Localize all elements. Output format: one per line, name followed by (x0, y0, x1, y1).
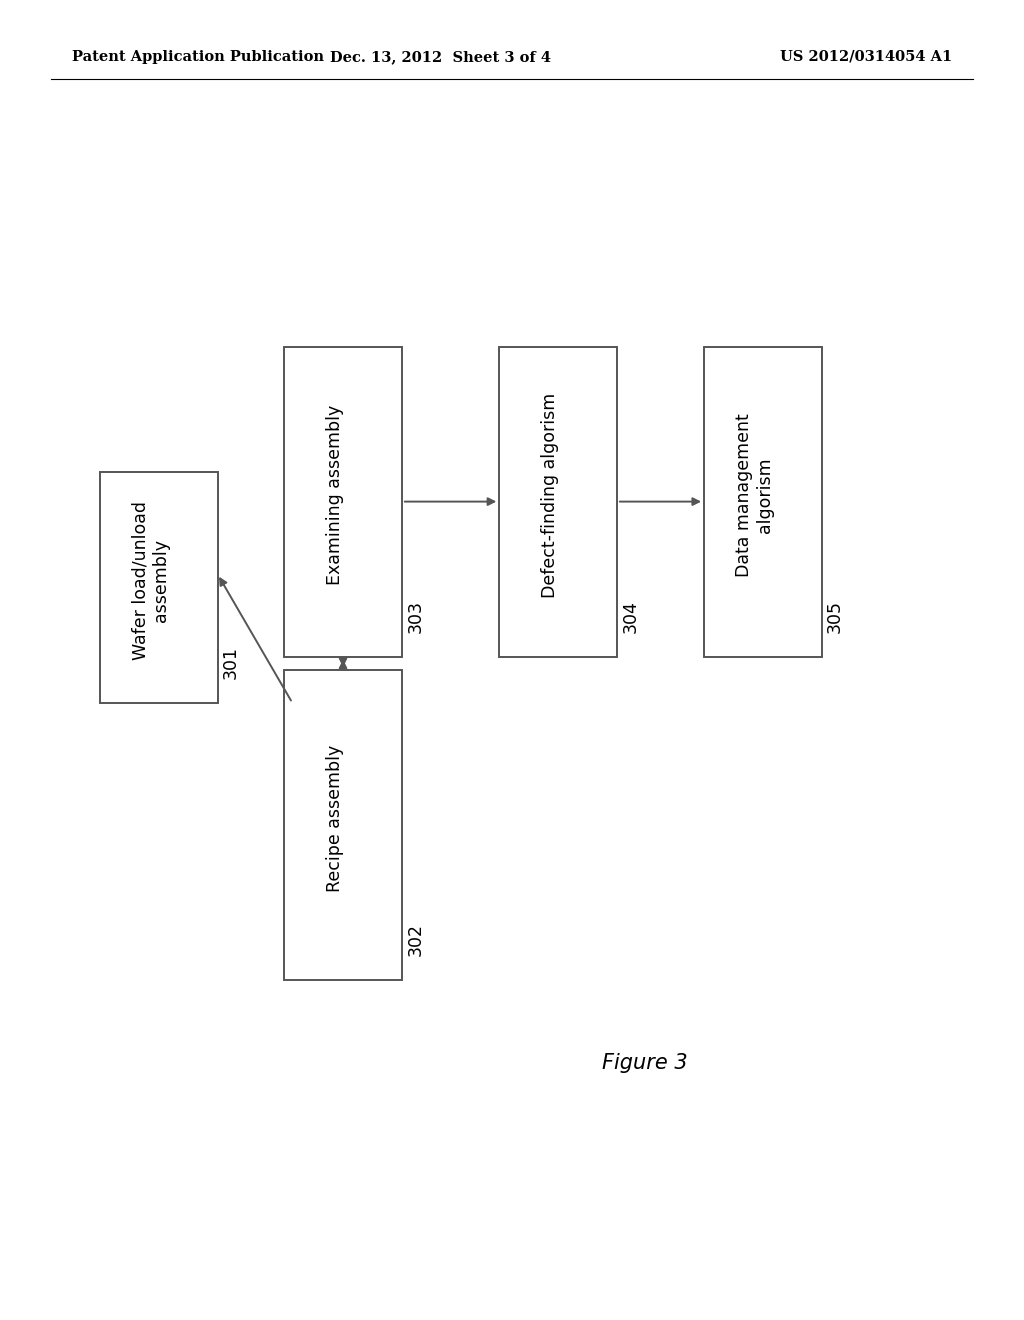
Text: Recipe assembly: Recipe assembly (326, 744, 344, 892)
Bar (100, 471, 218, 702)
Text: Patent Application Publication: Patent Application Publication (72, 50, 324, 63)
Text: 305: 305 (826, 599, 844, 634)
Text: Data management
algorism: Data management algorism (735, 413, 774, 577)
Text: 303: 303 (407, 599, 424, 634)
Bar (285, 346, 401, 657)
Bar (500, 346, 616, 657)
Text: Figure 3: Figure 3 (602, 1052, 688, 1073)
Text: 301: 301 (222, 645, 240, 678)
Text: Examining assembly: Examining assembly (326, 405, 344, 585)
Text: 302: 302 (407, 924, 424, 956)
Text: US 2012/0314054 A1: US 2012/0314054 A1 (780, 50, 952, 63)
Bar (285, 671, 401, 979)
Text: Defect-finding algorism: Defect-finding algorism (541, 392, 559, 598)
Text: Wafer load/unload
assembly: Wafer load/unload assembly (131, 502, 170, 660)
Text: 304: 304 (622, 601, 639, 634)
Bar (705, 346, 821, 657)
Text: Dec. 13, 2012  Sheet 3 of 4: Dec. 13, 2012 Sheet 3 of 4 (330, 50, 551, 63)
